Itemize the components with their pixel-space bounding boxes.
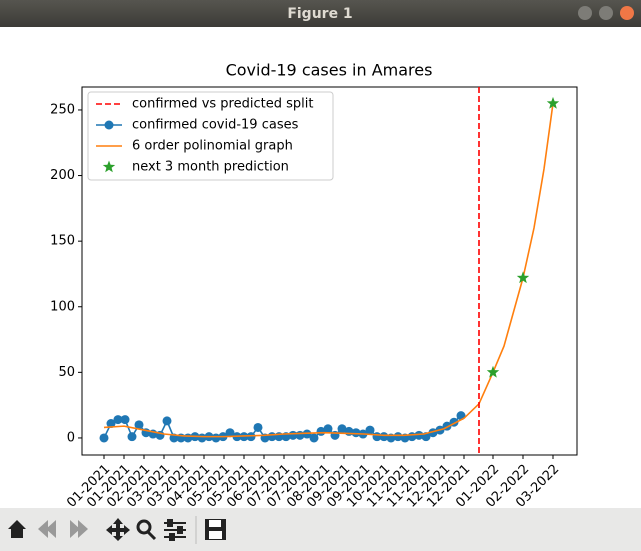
home-button[interactable]: [8, 520, 26, 538]
case-point: [414, 430, 424, 440]
legend-label: 6 order polinomial graph: [132, 139, 293, 154]
case-point: [134, 420, 144, 430]
case-point: [309, 433, 319, 443]
legend-box: [87, 91, 334, 181]
case-point: [337, 424, 347, 434]
case-point: [113, 415, 123, 425]
maximize-button[interactable]: [599, 6, 613, 20]
minimize-button[interactable]: [578, 6, 592, 20]
y-tick-label: 100: [50, 299, 75, 314]
case-point: [323, 424, 333, 434]
case-point: [253, 422, 263, 432]
case-point: [365, 425, 375, 435]
legend-label: next 3 month prediction: [132, 160, 289, 175]
toolbar: [0, 508, 641, 551]
y-tick-label: 50: [58, 365, 75, 380]
prediction-star: [546, 96, 560, 109]
save-button[interactable]: [205, 519, 226, 540]
window-title: Figure 1: [287, 6, 352, 22]
zoom-handle: [146, 530, 157, 541]
case-point: [99, 433, 109, 443]
case-point: [393, 432, 403, 442]
title-bar: [0, 0, 641, 27]
y-tick-label: 200: [50, 168, 75, 183]
legend-label: confirmed vs predicted split: [132, 97, 313, 112]
zoom-button[interactable]: [136, 519, 152, 535]
y-tick-label: 150: [50, 234, 75, 249]
back-button[interactable]: [38, 520, 56, 538]
y-tick-label: 0: [67, 430, 75, 445]
prediction-star: [486, 365, 500, 378]
case-point: [246, 432, 256, 442]
close-button[interactable]: [620, 6, 634, 20]
chart-title: Covid-19 cases in Amares: [226, 61, 433, 80]
legend-swatch: [102, 160, 116, 173]
case-point: [225, 428, 235, 438]
case-point: [351, 428, 361, 438]
case-point: [106, 419, 116, 429]
case-point: [162, 416, 172, 426]
toolbar-buttons: [8, 516, 226, 544]
fit-line: [103, 103, 554, 438]
case-point: [127, 432, 137, 442]
pan-button[interactable]: [106, 518, 130, 541]
prediction-star: [516, 271, 530, 284]
case-point: [211, 433, 221, 443]
forward-button[interactable]: [70, 520, 88, 538]
legend-swatch: [104, 120, 114, 130]
legend-label: confirmed covid-19 cases: [132, 118, 299, 133]
plot-frame: [81, 86, 578, 456]
y-tick-label: 250: [50, 102, 75, 117]
case-point: [120, 415, 130, 425]
configure-button[interactable]: [164, 519, 186, 541]
